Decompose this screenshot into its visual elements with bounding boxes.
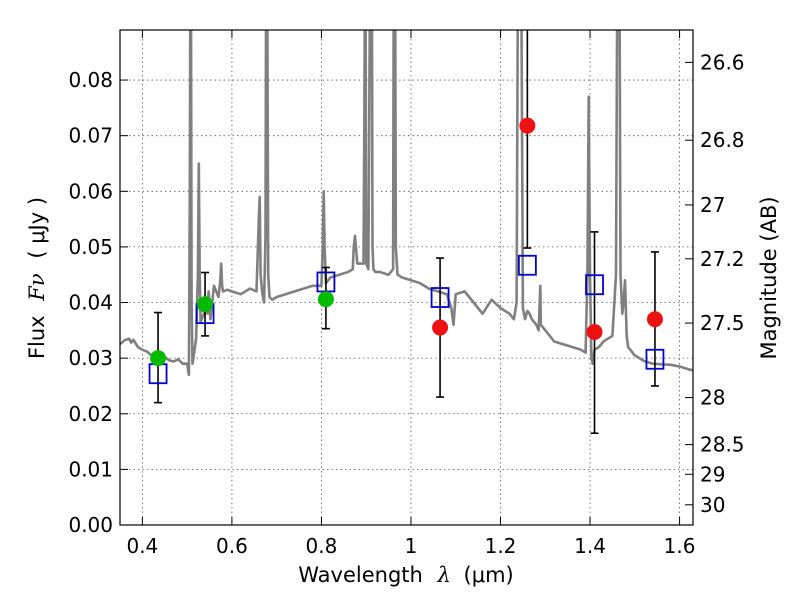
x-tick-label: 0.8 [306,534,338,558]
x-axis-ticks: 0.4 0.6 0.8 1 1.2 1.4 1.6 [126,30,695,558]
magnitude-tick-label: 28 [700,386,725,410]
y-axis-label-symbol: Fν [25,273,49,302]
model-photometry-square [645,348,665,370]
x-tick-label: 1.2 [485,534,517,558]
magnitude-tick-label: 29 [700,462,725,486]
model-photometry-layer [148,254,665,385]
plot-frame [119,29,694,526]
x-tick-label: 1.6 [664,534,696,558]
x-tick-label: 1 [405,534,418,558]
y-axis-label: Flux Fν ( μJy ) [25,197,49,359]
y-tick-label: 0.03 [68,346,113,370]
model-photometry-square [430,287,450,308]
y-tick-label: 0.05 [68,235,113,259]
grid-lines [120,30,693,526]
x-tick-label: 0.6 [216,534,248,558]
errorbar-layer [154,30,659,435]
model-photometry-square [585,274,604,296]
y-axis-label-text: Flux [25,315,49,359]
model-spectrum-line [120,30,693,377]
upper-limit-point [519,117,536,134]
y-tick-label: 0.06 [68,179,113,203]
y-tick-label: 0.04 [68,291,113,315]
x-axis-label-symbol: λ [437,563,451,587]
magnitude-tick-label: 27.5 [700,311,745,335]
model-photometry-square [517,254,537,276]
upper-limit-point [432,319,449,336]
y-tick-label: 0.00 [68,513,113,537]
x-axis-label-unit: (μm) [464,563,514,587]
upper-limit-point [646,311,663,328]
magnitude-tick-label: 26.8 [700,128,745,152]
y-tick-label: 0.01 [68,457,113,481]
detection-point [317,291,334,308]
observed-points-layer [150,117,663,367]
y-tick-label: 0.07 [68,124,113,148]
y-tick-label: 0.08 [68,68,113,92]
detection-point [150,350,167,367]
y-tick-label: 0.02 [68,402,113,426]
x-tick-label: 0.4 [126,534,158,558]
magnitude-tick-label: 27.2 [700,247,745,271]
magnitude-tick-label: 26.6 [700,50,745,74]
upper-limit-point [586,324,603,341]
detection-point [197,296,214,313]
model-spectrum-layer [120,30,693,377]
magnitude-tick-label: 27 [700,193,725,217]
magnitude-axis-ticks: 26.6 26.8 27 27.2 27.5 28 28.5 29 30 [685,50,745,517]
magnitude-tick-label: 30 [700,493,725,517]
x-axis-label: Wavelength λ (μm) [298,563,513,587]
magnitude-tick-label: 28.5 [700,433,745,457]
x-axis-label-text: Wavelength [298,563,423,587]
x-tick-label: 1.4 [574,534,606,558]
magnitude-axis-label: Magnitude (AB) [757,196,781,359]
y-axis-ticks: 0.00 0.01 0.02 0.03 0.04 0.05 0.06 0.07 0.08 [68,68,128,537]
y-axis-label-unit: ( μJy ) [25,197,49,259]
